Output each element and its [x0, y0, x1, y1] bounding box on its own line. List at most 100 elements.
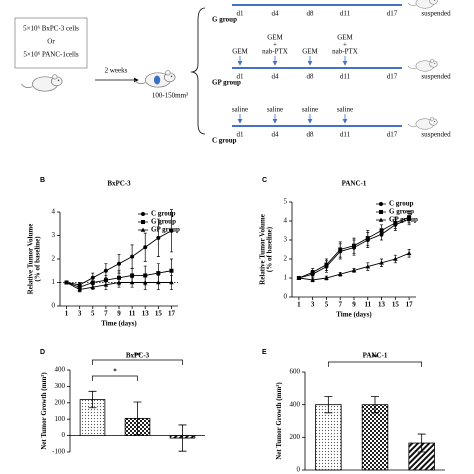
day-label: d8 — [307, 10, 315, 18]
endpoint-label: suspended — [421, 73, 451, 81]
marker — [407, 215, 412, 220]
marker — [130, 254, 135, 259]
day-label: d1 — [237, 10, 245, 18]
y-tick-label: 400 — [55, 366, 66, 374]
group-label: C group — [212, 137, 237, 145]
y-axis-label: Net Tumor Growth (mm³) — [275, 382, 283, 460]
treatment-label: + — [273, 41, 277, 49]
marker — [129, 280, 135, 285]
series-line — [298, 252, 410, 281]
y-tick-label: 2 — [52, 255, 56, 263]
cells-box — [14, 17, 88, 69]
chart-title: BxPC-3 — [126, 352, 150, 360]
day-label: d11 — [340, 10, 351, 18]
y-axis-label-line: Net Tumor Growth (mm³) — [40, 372, 48, 450]
marker — [296, 275, 302, 280]
panel-letter: D — [40, 349, 45, 356]
interval-label: 2 weeks — [105, 67, 128, 75]
legend-marker — [378, 217, 384, 222]
legend-marker — [379, 202, 383, 206]
y-tick-label: 0 — [62, 431, 66, 439]
y-axis-label: Net Tumor Growth (mm³) — [40, 372, 48, 450]
marker — [169, 280, 174, 285]
treatment-label: GEM — [232, 48, 248, 56]
marker — [77, 287, 82, 292]
marker — [64, 280, 69, 285]
y-tick-label: 5 — [284, 198, 288, 206]
group-label: GP group — [212, 79, 241, 87]
marker — [169, 228, 174, 233]
y-tick-label: 600 — [290, 368, 301, 376]
bar — [361, 404, 389, 471]
x-axis-label: Time (days) — [336, 311, 372, 319]
brace — [190, 7, 206, 135]
panel-letter: E — [262, 349, 267, 356]
mouse-icon — [407, 0, 438, 9]
y-tick-label: 3 — [284, 236, 288, 244]
marker — [90, 284, 96, 289]
mouse-ear — [430, 58, 435, 63]
mouse-ear — [165, 70, 171, 76]
treatment-label: GEM — [302, 48, 318, 56]
cells-text: 5×10⁶ BxPC-3 cells — [23, 25, 79, 33]
marker — [310, 270, 315, 275]
treatment-label: saline — [302, 106, 318, 114]
x-tick-label: 1 — [65, 310, 69, 318]
treatment-label: GEM — [337, 34, 353, 42]
marker — [169, 268, 174, 273]
marker — [352, 243, 356, 248]
marker — [351, 268, 357, 273]
y-tick-label: 300 — [55, 382, 66, 390]
x-tick-label: 15 — [392, 301, 400, 309]
treatment-label: GEM — [267, 34, 283, 42]
marker — [324, 262, 329, 267]
x-tick-label: 13 — [142, 310, 150, 318]
mouse-tail — [407, 123, 416, 127]
y-axis-label: Relative Tumor Volume(% of baseline) — [258, 214, 273, 285]
day-label: d1 — [237, 131, 245, 139]
x-tick-label: 3 — [311, 301, 315, 309]
legend-marker — [141, 220, 145, 224]
mouse-tail — [134, 79, 146, 84]
x-tick-label: 9 — [117, 310, 121, 318]
endpoint-label: suspended — [421, 10, 451, 18]
panel-letter: C — [262, 177, 267, 184]
legend-label: C group — [389, 200, 414, 208]
marker — [393, 256, 398, 261]
y-axis-label-line: (% of baseline) — [33, 236, 41, 282]
error-bar — [178, 424, 187, 452]
marker — [310, 277, 315, 282]
marker — [379, 260, 384, 265]
day-label: d8 — [307, 73, 315, 81]
mouse-tail — [407, 2, 416, 6]
panel-letter: B — [40, 177, 45, 184]
x-tick-label: 17 — [406, 301, 414, 309]
error-bar — [133, 401, 142, 436]
mouse-ear — [430, 116, 435, 121]
legend-marker — [141, 212, 145, 216]
legend-marker — [140, 227, 146, 232]
mouse-eye — [434, 0, 436, 1]
y-axis-label: Relative Tumor Volume(% of baseline) — [26, 224, 41, 295]
mouse-tail — [21, 83, 33, 88]
day-label: d11 — [340, 131, 351, 139]
treatment-label: nab-PTX — [262, 48, 288, 56]
marker — [156, 235, 161, 240]
x-tick-label: 5 — [325, 301, 329, 309]
marker — [406, 250, 412, 256]
day-label: d4 — [272, 73, 280, 81]
significance-label: ** — [134, 352, 142, 360]
y-tick-label: 100 — [55, 415, 66, 423]
x-axis-label: Time (days) — [101, 320, 137, 328]
marker — [156, 280, 161, 285]
marker — [143, 245, 148, 250]
legend-label: GP group — [389, 216, 418, 224]
marker — [379, 228, 384, 233]
y-tick-label: 400 — [290, 400, 301, 408]
significance-bracket — [92, 375, 138, 381]
marker — [338, 247, 343, 252]
marker — [130, 273, 135, 278]
marker — [103, 268, 108, 273]
y-tick-label: -100 — [52, 448, 65, 456]
day-label: d4 — [272, 131, 280, 139]
